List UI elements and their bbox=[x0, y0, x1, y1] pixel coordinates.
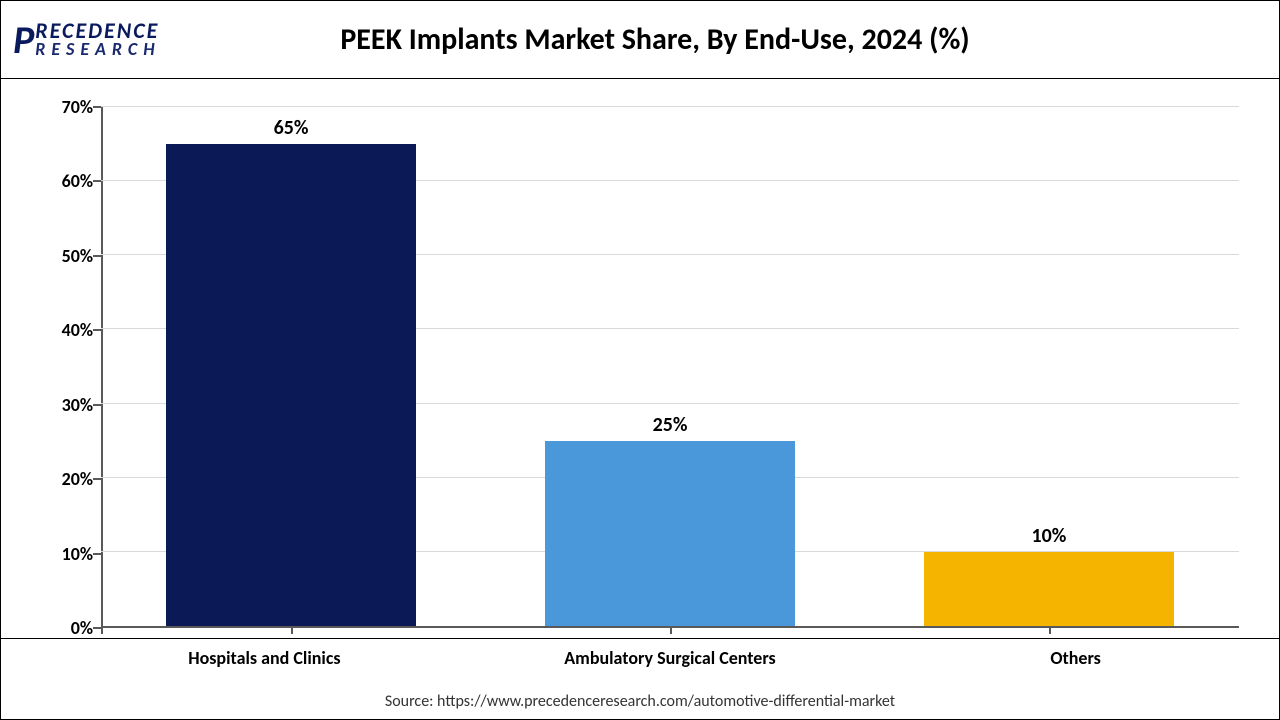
x-tick-mark bbox=[1049, 626, 1051, 634]
y-tick-mark bbox=[93, 255, 101, 257]
x-category-label: Ambulatory Surgical Centers bbox=[564, 647, 775, 669]
bar-slot: 10% bbox=[924, 524, 1174, 626]
y-axis: 0%10%20%30%40%50%60%70% bbox=[41, 107, 101, 628]
y-tick-label: 20% bbox=[41, 468, 93, 490]
bar bbox=[545, 441, 795, 626]
x-axis-labels: Hospitals and Clinics Ambulatory Surgical… bbox=[1, 639, 1279, 683]
x-tick-mark bbox=[101, 626, 103, 634]
x-category-label: Hospitals and Clinics bbox=[188, 647, 340, 669]
chart-area: 65% 25% 10% bbox=[101, 107, 1239, 628]
y-tick-mark bbox=[93, 627, 101, 629]
y-tick-mark bbox=[93, 404, 101, 406]
logo-letter: P bbox=[13, 20, 33, 60]
y-tick-label: 60% bbox=[41, 170, 93, 192]
bar-slot: 25% bbox=[545, 413, 795, 626]
y-tick-label: 0% bbox=[41, 617, 93, 639]
bar-slot: 65% bbox=[166, 116, 416, 626]
x-label-row: Hospitals and Clinics Ambulatory Surgical… bbox=[61, 639, 1279, 683]
y-tick-label: 10% bbox=[41, 543, 93, 565]
x-tick-mark bbox=[670, 626, 672, 634]
header-row: P RECEDENCE RESEARCH PEEK Implants Marke… bbox=[1, 1, 1279, 79]
y-tick-mark bbox=[93, 553, 101, 555]
y-tick-mark bbox=[93, 106, 101, 108]
gridline bbox=[101, 106, 1239, 107]
bar-value-label: 65% bbox=[274, 116, 309, 140]
y-tick-mark bbox=[93, 180, 101, 182]
y-tick-mark bbox=[93, 478, 101, 480]
y-tick-label: 30% bbox=[41, 394, 93, 416]
brand-logo: P RECEDENCE RESEARCH bbox=[13, 10, 223, 70]
bar-value-label: 10% bbox=[1032, 524, 1067, 548]
y-tick-label: 50% bbox=[41, 245, 93, 267]
chart-title: PEEK Implants Market Share, By End-Use, … bbox=[223, 21, 1267, 58]
bar bbox=[166, 144, 416, 626]
y-tick-label: 70% bbox=[41, 96, 93, 118]
x-tick-mark bbox=[291, 626, 293, 634]
bar bbox=[924, 552, 1174, 626]
logo-text: RECEDENCE RESEARCH bbox=[35, 21, 160, 59]
logo-bottom-word: RESEARCH bbox=[35, 41, 160, 58]
x-category-label: Others bbox=[1050, 647, 1101, 669]
chart-container: P RECEDENCE RESEARCH PEEK Implants Marke… bbox=[0, 0, 1280, 720]
y-axis-line bbox=[101, 107, 103, 626]
source-citation: Source: https://www.precedenceresearch.c… bbox=[1, 683, 1279, 719]
y-tick-mark bbox=[93, 329, 101, 331]
plot-frame: 0% 10% 20% 30% 40% 50% 60% 70% 65% 25% 10% bbox=[1, 79, 1279, 639]
y-tick-label: 40% bbox=[41, 319, 93, 341]
bar-value-label: 25% bbox=[653, 413, 688, 437]
